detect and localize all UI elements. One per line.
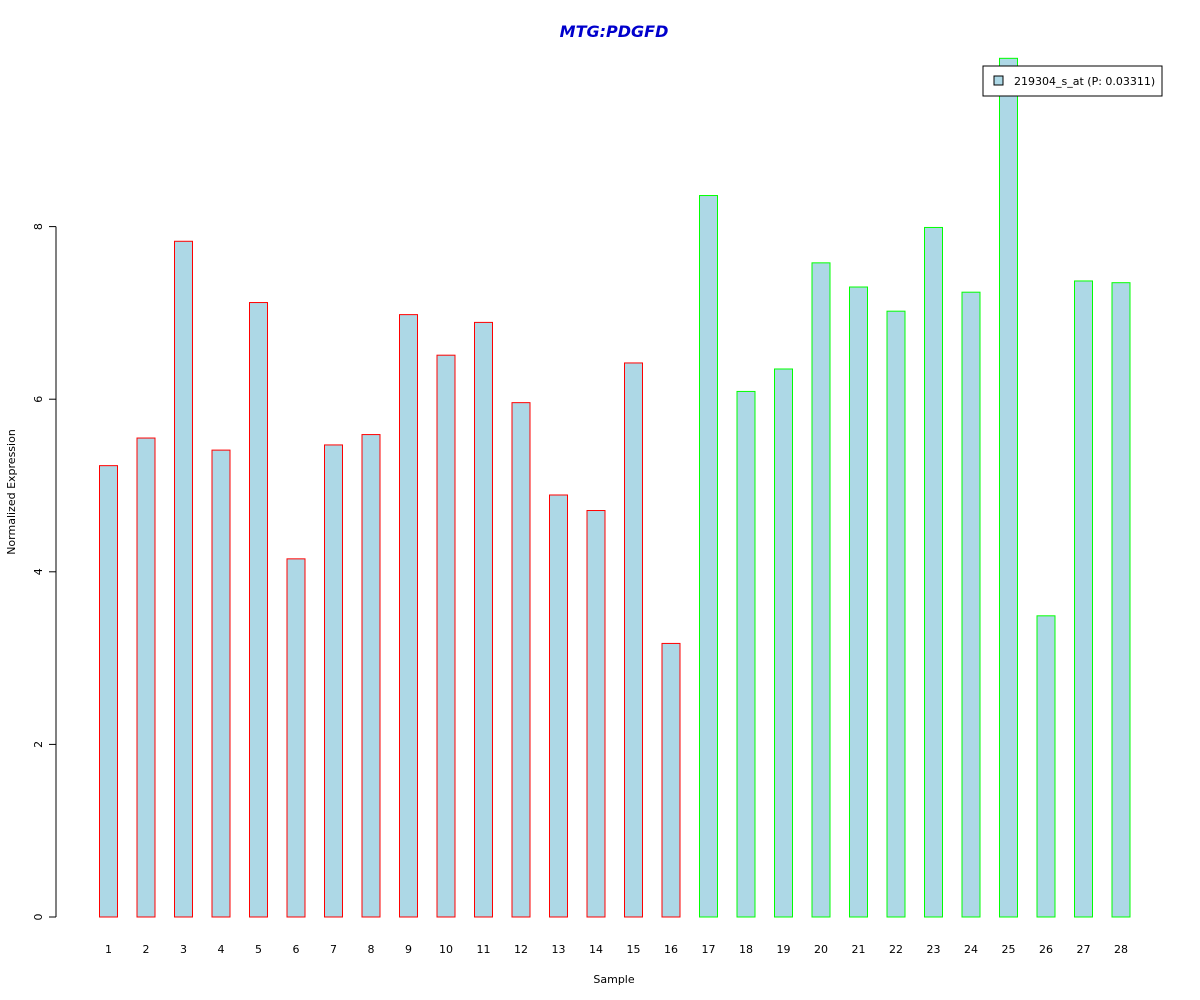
x-tick-label-8: 8 (368, 943, 375, 956)
y-tick-label: 8 (32, 223, 45, 230)
bar-27 (1074, 280, 1093, 918)
x-tick-label-1: 1 (105, 943, 112, 956)
bar-23 (924, 226, 943, 918)
x-tick-label-14: 14 (589, 943, 603, 956)
x-tick-label-22: 22 (889, 943, 903, 956)
x-tick-label-7: 7 (330, 943, 337, 956)
bar-13 (549, 494, 568, 918)
bar-16 (661, 642, 681, 918)
x-tick-label-20: 20 (814, 943, 828, 956)
x-tick-label-15: 15 (627, 943, 641, 956)
bar-24 (961, 291, 981, 918)
x-tick-label-11: 11 (477, 943, 491, 956)
x-tick-label-12: 12 (514, 943, 528, 956)
bar-20 (811, 262, 831, 918)
bar-9 (399, 314, 418, 918)
x-tick-label-25: 25 (1002, 943, 1016, 956)
x-tick-label-24: 24 (964, 943, 978, 956)
bar-26 (1036, 615, 1056, 918)
bar-19 (774, 368, 793, 918)
bar-14 (586, 510, 606, 918)
y-tick-label: 0 (32, 914, 45, 921)
x-tick-label-10: 10 (439, 943, 453, 956)
y-tick-label: 2 (32, 741, 45, 748)
chart-title: MTG:PDGFD (560, 22, 669, 41)
bar-11 (474, 321, 493, 918)
x-tick-label-16: 16 (664, 943, 678, 956)
x-tick-label-26: 26 (1039, 943, 1053, 956)
bar-21 (849, 286, 868, 918)
legend-label: 219304_s_at (P: 0.03311) (1014, 75, 1155, 88)
x-tick-label-9: 9 (405, 943, 412, 956)
y-tick-label: 4 (32, 568, 45, 575)
bar-5 (249, 302, 268, 918)
bar-12 (511, 402, 531, 918)
bar-4 (211, 449, 231, 918)
legend-box (982, 65, 1163, 97)
x-tick-label-6: 6 (293, 943, 300, 956)
legend-swatch (993, 75, 1004, 86)
bar-17 (699, 195, 718, 918)
x-tick-label-13: 13 (552, 943, 566, 956)
bar-25 (999, 57, 1018, 918)
x-tick-label-3: 3 (180, 943, 187, 956)
y-tick-label: 6 (32, 396, 45, 403)
y-axis-label: Normalized Expression (5, 429, 18, 555)
bar-7 (324, 444, 343, 918)
bar-1 (99, 465, 118, 918)
x-tick-label-18: 18 (739, 943, 753, 956)
bar-2 (136, 437, 156, 918)
x-tick-label-19: 19 (777, 943, 791, 956)
bar-3 (174, 240, 193, 918)
x-tick-label-2: 2 (143, 943, 150, 956)
x-tick-label-28: 28 (1114, 943, 1128, 956)
x-tick-label-21: 21 (852, 943, 866, 956)
x-tick-label-17: 17 (702, 943, 716, 956)
legend: 219304_s_at (P: 0.03311) (982, 65, 1163, 97)
bar-28 (1111, 282, 1131, 918)
x-tick-label-27: 27 (1077, 943, 1091, 956)
bar-6 (286, 558, 306, 918)
x-tick-label-5: 5 (255, 943, 262, 956)
bar-18 (736, 390, 756, 918)
bar-8 (361, 434, 381, 918)
x-tick-labels: 1 2 3 4 5 6 7 8 9 10 11 12 13 14 15 16 17 18 19 20 21 22 23 24 2… (105, 943, 1128, 956)
bars-group (99, 57, 1131, 918)
bar-22 (886, 310, 906, 918)
x-axis-label: Sample (593, 973, 634, 986)
bar-15 (624, 362, 643, 918)
bar-10 (436, 354, 456, 918)
y-axis: 0 2 4 6 8 (32, 223, 57, 921)
x-tick-label-23: 23 (927, 943, 941, 956)
x-tick-label-4: 4 (218, 943, 225, 956)
